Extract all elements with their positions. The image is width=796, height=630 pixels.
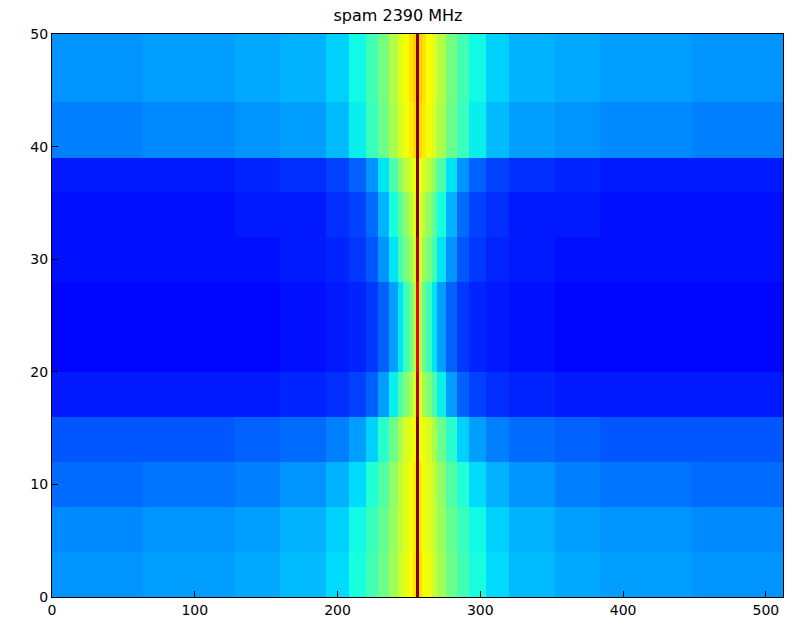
svg-text:300: 300 — [467, 602, 494, 618]
svg-text:500: 500 — [753, 602, 780, 618]
svg-text:40: 40 — [30, 139, 48, 155]
svg-text:100: 100 — [181, 602, 208, 618]
svg-text:spam 2390 MHz: spam 2390 MHz — [333, 6, 462, 25]
svg-text:30: 30 — [30, 251, 48, 267]
svg-text:200: 200 — [324, 602, 351, 618]
svg-text:50: 50 — [30, 26, 48, 42]
svg-text:10: 10 — [30, 476, 48, 492]
svg-text:0: 0 — [39, 589, 48, 605]
svg-text:20: 20 — [30, 364, 48, 380]
svg-text:0: 0 — [48, 602, 57, 618]
svg-text:400: 400 — [610, 602, 637, 618]
